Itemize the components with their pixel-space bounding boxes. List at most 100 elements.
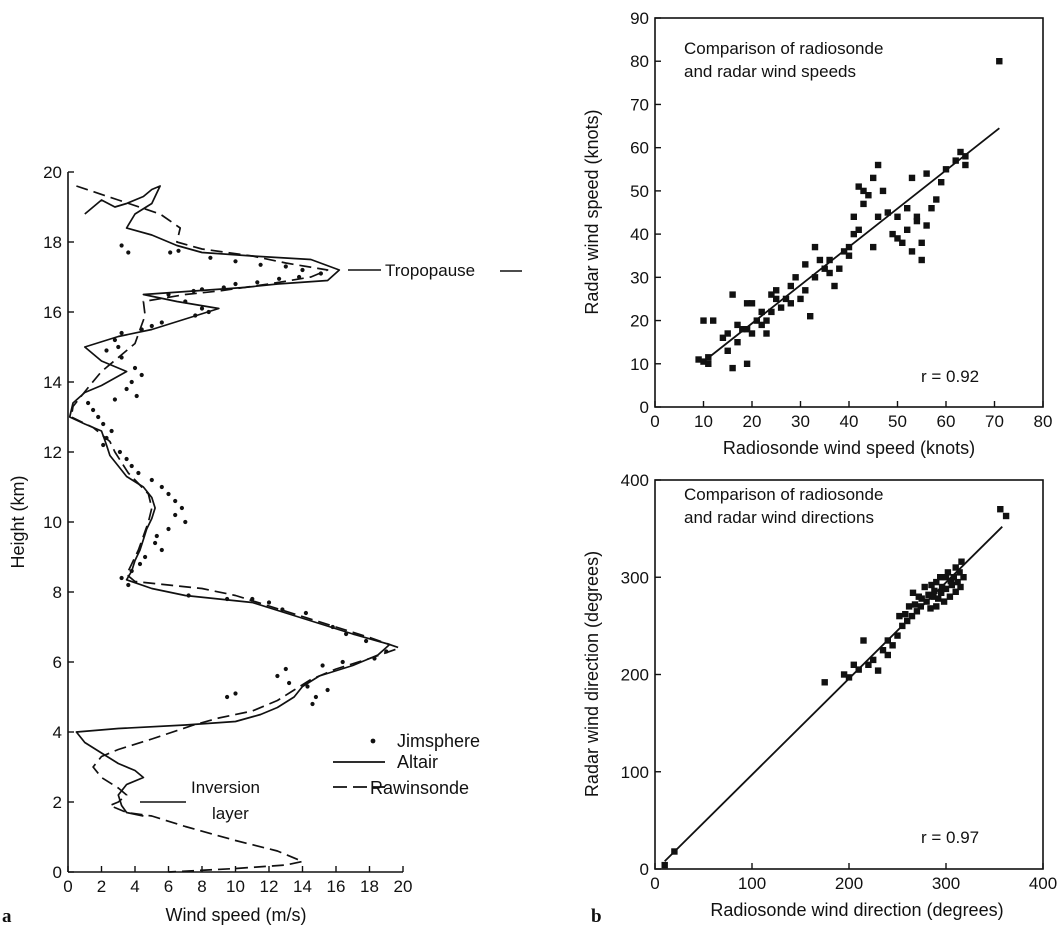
legend-altair-label: Altair	[397, 752, 438, 772]
jimsphere-point	[159, 547, 164, 553]
jimsphere-point	[139, 327, 144, 332]
direction-point	[958, 558, 965, 565]
jimsphere-point	[305, 684, 310, 689]
direction-point	[940, 598, 948, 605]
direction-point	[905, 603, 913, 610]
jimsphere-point	[112, 337, 117, 343]
speed-y-tick-label: 20	[630, 312, 649, 331]
speed-y-tick-label: 90	[630, 9, 649, 28]
jimsphere-point	[126, 582, 131, 588]
jimsphere-point	[287, 680, 292, 686]
speed-title-line1: Comparison of radiosonde	[684, 39, 883, 58]
tropopause-label: Tropopause	[385, 261, 475, 280]
speed-point	[962, 161, 969, 169]
direction-point	[860, 637, 867, 644]
direction-point	[952, 564, 959, 571]
jimsphere-point	[384, 649, 389, 654]
speed-point	[777, 304, 785, 311]
direction-point	[896, 612, 903, 620]
speed-point	[797, 295, 804, 303]
panel-a-x-tick-label: 16	[327, 877, 346, 896]
jimsphere-point	[258, 262, 263, 267]
speed-point	[700, 358, 707, 365]
direction-point	[821, 679, 828, 686]
speed-point	[855, 183, 862, 190]
altair-series-line	[68, 185, 391, 817]
jimsphere-point	[280, 607, 285, 612]
direction-title-line1: Comparison of radiosonde	[684, 485, 883, 504]
speed-point	[758, 308, 765, 316]
panel-a-y-tick-label: 6	[53, 653, 62, 672]
jimsphere-point	[124, 386, 129, 392]
direction-point	[894, 632, 901, 639]
speed-y-tick-label: 70	[630, 95, 649, 114]
speed-point	[734, 339, 741, 346]
direction-point	[917, 603, 924, 610]
jimsphere-point	[119, 243, 124, 248]
direction-point	[927, 605, 934, 612]
jimsphere-point	[313, 694, 318, 700]
direction-y-axis-label: Radar wind direction (degrees)	[582, 551, 602, 797]
panel-a-y-tick-label: 10	[43, 513, 62, 532]
jimsphere-point	[134, 393, 139, 399]
jimsphere-point	[275, 673, 280, 679]
speed-point	[908, 174, 916, 182]
jimsphere-point	[129, 379, 134, 385]
speed-y-tick-label: 50	[630, 182, 649, 201]
speed-point	[918, 256, 925, 264]
jimsphere-point	[283, 666, 288, 672]
jimsphere-point	[119, 355, 124, 360]
speed-point	[811, 243, 819, 251]
rawinsonde-series-line	[70, 185, 401, 873]
panel-a-y-tick-label: 12	[43, 443, 62, 462]
direction-point	[908, 612, 916, 620]
panel-a-y-tick-label: 18	[43, 233, 62, 252]
speed-point	[913, 217, 921, 225]
speed-point	[899, 239, 906, 246]
speed-point	[957, 148, 964, 156]
direction-fit-line	[664, 526, 1003, 862]
legend-jimsphere-marker	[370, 738, 376, 744]
direction-point	[918, 595, 925, 602]
jimsphere-point	[340, 659, 345, 665]
speed-title-line2: and radar wind speeds	[684, 62, 856, 81]
speed-point	[734, 321, 741, 329]
speed-x-tick-label: 80	[1034, 412, 1053, 431]
direction-point	[957, 583, 964, 591]
speed-point	[870, 174, 877, 182]
speed-point	[768, 291, 775, 298]
legend-jimsphere-label: Jimsphere	[397, 731, 480, 751]
jimsphere-point	[297, 274, 302, 280]
jimsphere-point	[277, 276, 282, 281]
panel-a-label: a	[2, 906, 12, 927]
speed-point	[773, 287, 780, 294]
direction-point	[935, 595, 942, 602]
speed-point	[768, 308, 775, 316]
speed-point	[831, 282, 838, 290]
direction-point	[960, 574, 967, 581]
panel-a-x-axis-label: Wind speed (m/s)	[165, 905, 306, 925]
speed-point	[792, 274, 799, 281]
speed-point	[923, 222, 930, 229]
direction-point	[923, 598, 930, 605]
jimsphere-point	[186, 593, 191, 598]
panel-a-height-profile: 0 2 4 6 8 10 12 14 16 18 20 0 2 4 6 8 10 12 14 16 18 20 Wind s…	[2, 163, 522, 927]
jimsphere-point	[233, 281, 238, 287]
speed-point	[860, 187, 867, 195]
direction-point	[661, 861, 668, 869]
jimsphere-point	[166, 491, 171, 497]
speed-point	[763, 317, 770, 324]
direction-title-line2: and radar wind directions	[684, 508, 874, 527]
speed-point	[855, 226, 862, 233]
panel-a-y-tick-label: 16	[43, 303, 62, 322]
direction-point	[904, 617, 911, 625]
jimsphere-point	[183, 519, 188, 525]
jimsphere-point	[129, 568, 134, 574]
panel-a-x-tick-label: 14	[293, 877, 312, 896]
direction-x-tick-label: 0	[650, 874, 659, 893]
jimsphere-point	[318, 271, 323, 276]
jimsphere-point	[183, 299, 188, 304]
panel-a-y-tick-label: 0	[53, 863, 62, 882]
panel-a-x-tick-label: 0	[63, 877, 72, 896]
speed-point	[942, 166, 950, 173]
